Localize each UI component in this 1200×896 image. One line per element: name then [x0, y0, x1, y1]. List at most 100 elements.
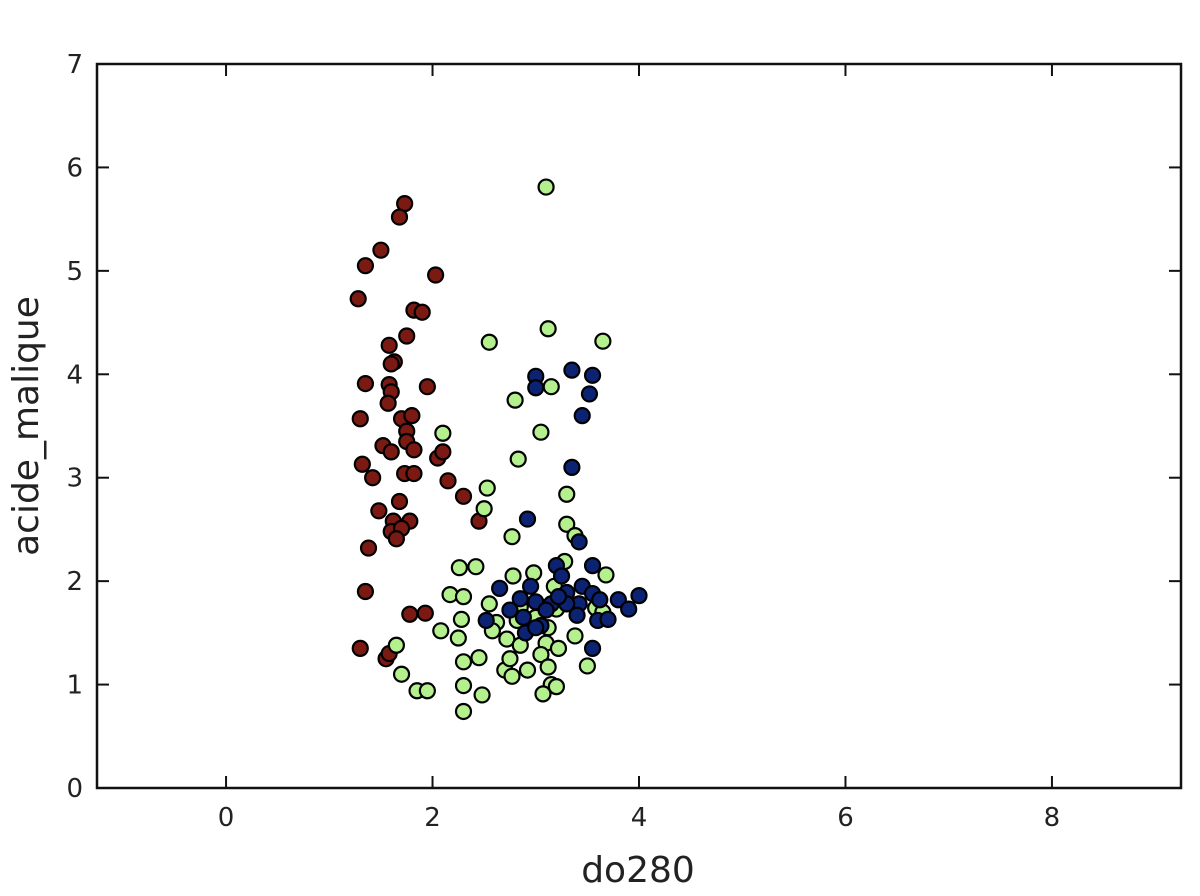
data-point-series-1 — [372, 241, 390, 259]
data-point-series-1 — [356, 582, 375, 601]
data-point-series-1 — [382, 443, 400, 461]
y-tick-label: 1 — [66, 671, 83, 701]
data-point-series-1 — [359, 539, 378, 557]
data-point-series-2 — [549, 639, 568, 657]
data-point-series-1 — [349, 290, 367, 308]
data-point-series-2 — [452, 610, 471, 629]
data-point-series-1 — [356, 257, 375, 275]
data-point-series-3 — [563, 361, 581, 379]
data-point-series-2 — [539, 658, 557, 676]
data-point-series-2 — [432, 622, 450, 640]
data-point-series-2 — [480, 333, 498, 351]
data-point-series-2 — [547, 678, 566, 696]
data-point-series-1 — [364, 469, 382, 487]
data-point-series-2 — [501, 650, 519, 668]
data-point-series-2 — [532, 645, 550, 664]
data-point-series-3 — [537, 601, 555, 619]
plot-frame — [95, 62, 1183, 790]
data-point-series-3 — [527, 619, 545, 637]
data-point-series-1 — [379, 394, 397, 412]
data-point-series-1 — [382, 355, 400, 373]
data-point-series-2 — [454, 677, 473, 695]
data-point-series-2 — [467, 558, 485, 576]
data-point-series-2 — [532, 423, 550, 441]
data-point-series-3 — [527, 379, 545, 397]
y-tick-label: 4 — [66, 360, 83, 390]
data-point-series-2 — [558, 515, 576, 533]
data-point-series-2 — [504, 567, 522, 585]
data-point-series-2 — [475, 500, 493, 518]
data-point-series-3 — [591, 591, 609, 609]
data-point-series-3 — [573, 407, 591, 425]
data-point-series-3 — [609, 591, 627, 609]
y-ticks: 0 1 2 3 4 5 6 7 — [66, 50, 1181, 804]
data-point-series-2 — [539, 320, 557, 338]
y-tick-label: 5 — [66, 257, 83, 287]
data-point-series-2 — [542, 378, 560, 396]
data-point-series-1 — [405, 441, 423, 459]
data-point-series-2 — [509, 450, 527, 468]
data-point-series-2 — [454, 702, 473, 721]
data-point-series-2 — [392, 665, 411, 683]
y-axis-label: acide_malique — [6, 296, 47, 556]
x-tick-label: 8 — [1044, 803, 1061, 833]
points-layer — [349, 178, 648, 721]
x-tick-label: 2 — [424, 803, 441, 833]
data-point-series-1 — [353, 455, 371, 473]
data-point-series-3 — [514, 608, 532, 626]
data-point-series-2 — [597, 566, 615, 584]
x-axis-label: do280 — [581, 850, 695, 891]
data-point-series-3 — [583, 366, 602, 384]
data-point-series-2 — [503, 667, 521, 685]
data-point-series-2 — [537, 178, 555, 196]
data-point-series-2 — [534, 685, 552, 703]
data-point-series-1 — [351, 410, 369, 428]
data-point-series-2 — [418, 682, 436, 700]
data-point-series-1 — [351, 639, 369, 657]
data-point-series-2 — [503, 528, 521, 546]
data-point-series-1 — [405, 464, 423, 483]
data-point-series-1 — [356, 374, 375, 393]
data-point-series-2 — [454, 588, 473, 606]
data-point-series-1 — [380, 336, 398, 354]
data-point-series-1 — [387, 530, 405, 548]
x-ticks: 0 2 4 6 8 — [218, 64, 1060, 833]
data-point-series-2 — [387, 636, 405, 654]
data-point-series-2 — [449, 629, 467, 647]
data-point-series-2 — [558, 485, 576, 503]
data-point-series-1 — [416, 604, 434, 622]
data-point-series-3 — [599, 610, 617, 629]
data-point-series-2 — [480, 595, 498, 613]
data-point-series-3 — [580, 385, 599, 403]
x-tick-label: 0 — [218, 803, 235, 833]
data-point-series-1 — [398, 327, 416, 345]
x-tick-label: 6 — [837, 803, 854, 833]
data-point-series-3 — [568, 606, 586, 624]
y-tick-label: 3 — [66, 464, 83, 494]
data-point-series-1 — [427, 266, 445, 284]
data-point-series-3 — [521, 577, 540, 595]
data-point-series-2 — [450, 559, 468, 577]
data-point-series-3 — [620, 600, 638, 618]
data-point-series-2 — [454, 653, 473, 671]
data-point-series-1 — [390, 208, 409, 226]
data-point-series-2 — [594, 332, 612, 350]
y-tick-label: 2 — [66, 567, 83, 597]
data-point-series-1 — [403, 407, 421, 425]
y-tick-label: 0 — [66, 774, 83, 804]
data-point-series-1 — [401, 605, 419, 623]
data-point-series-1 — [434, 443, 452, 461]
data-point-series-1 — [390, 492, 409, 511]
data-point-series-3 — [491, 579, 509, 597]
data-point-series-2 — [506, 391, 524, 409]
data-point-series-2 — [578, 657, 596, 675]
data-point-series-1 — [454, 487, 473, 505]
data-point-series-3 — [477, 611, 495, 630]
data-point-series-2 — [470, 649, 488, 667]
data-point-series-3 — [570, 533, 588, 551]
data-point-series-1 — [439, 472, 457, 490]
data-point-series-3 — [583, 557, 602, 575]
data-point-series-3 — [552, 567, 571, 585]
data-point-series-1 — [413, 303, 431, 321]
